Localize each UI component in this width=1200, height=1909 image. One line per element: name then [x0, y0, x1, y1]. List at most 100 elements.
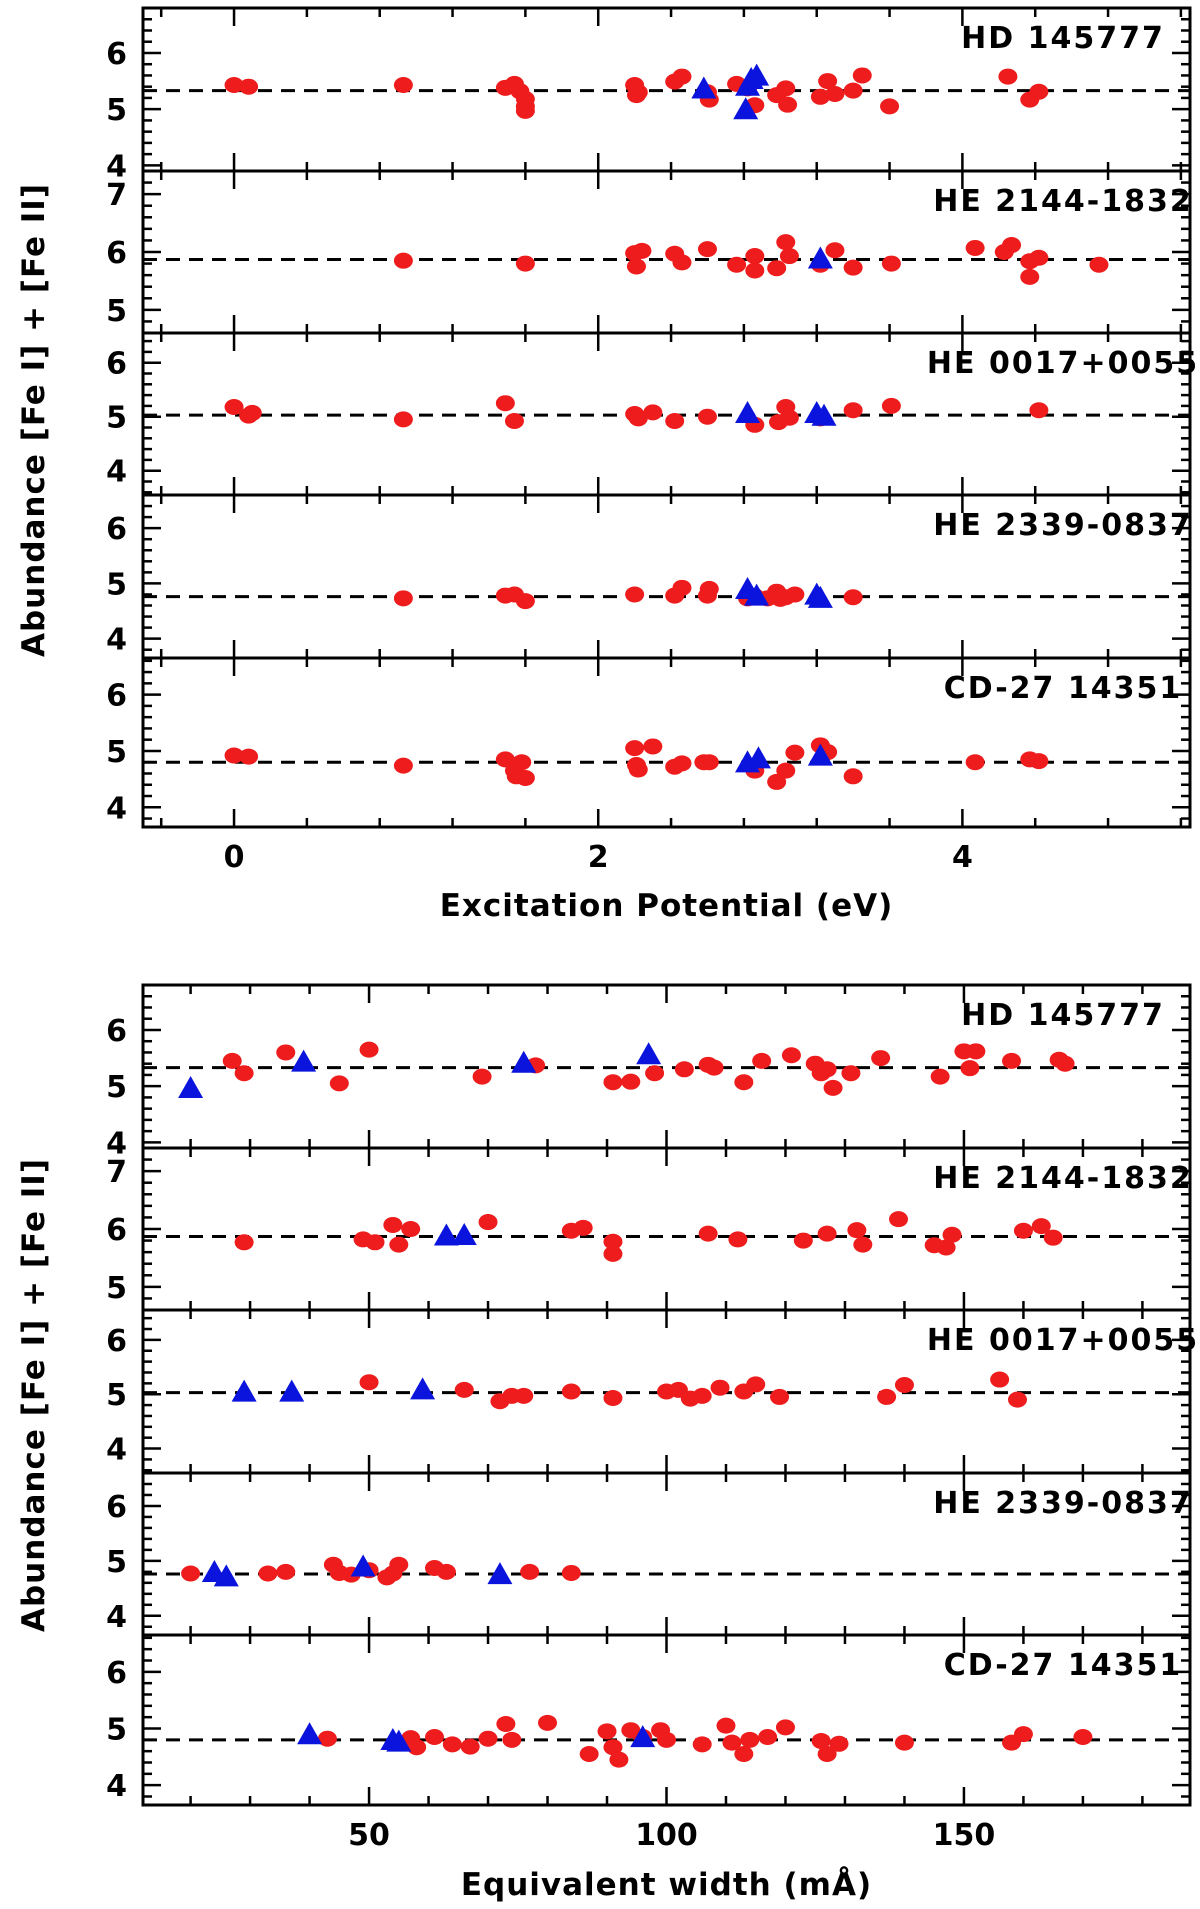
fe1-point — [258, 1565, 278, 1582]
fe1-point — [621, 1073, 641, 1090]
fe1-point — [699, 754, 719, 771]
fe1-point — [1073, 1729, 1093, 1745]
fe2-point — [487, 1562, 513, 1585]
fe1-point — [734, 1074, 754, 1091]
x-axis-label: Excitation Potential (eV) — [440, 888, 894, 924]
fe1-point — [894, 1376, 914, 1393]
fe2-point — [807, 246, 833, 269]
fe1-point — [520, 1563, 540, 1580]
fe1-point — [699, 580, 719, 597]
fe1-point — [843, 589, 863, 606]
x-tick-label: 50 — [348, 1818, 390, 1853]
fe1-point — [181, 1565, 201, 1582]
fe1-point — [722, 1734, 742, 1751]
fe1-point — [745, 248, 765, 265]
fe1-point — [728, 1231, 748, 1248]
y-tick-label: 4 — [106, 1600, 127, 1635]
fe1-point — [1031, 1218, 1051, 1235]
fe1-point — [496, 1715, 516, 1732]
fe1-point — [512, 754, 532, 771]
panel-cd-27-14351: 4 5 6 CD-27 14351 — [106, 656, 1192, 829]
fe1-point — [442, 1736, 462, 1753]
fe1-point — [1002, 1052, 1022, 1069]
fe1-point — [770, 1388, 790, 1405]
fe1-point — [752, 1052, 772, 1069]
fe1-point — [224, 747, 244, 764]
y-tick-label: 6 — [106, 1490, 127, 1525]
fe1-point — [1029, 402, 1049, 419]
y-tick-label: 5 — [106, 1070, 127, 1105]
fe1-point — [965, 239, 985, 256]
fe1-point — [1002, 237, 1022, 254]
y-tick-label: 6 — [106, 1324, 127, 1359]
fe1-point — [514, 1387, 534, 1404]
fe1-point — [504, 413, 524, 430]
panel-he-2144-1832: 5 6 7 HE 2144-1832 — [106, 1146, 1193, 1312]
fe1-point — [881, 255, 901, 272]
fe1-point — [758, 1729, 778, 1745]
panel-cd-27-14351: 4 5 6 CD-27 14351 — [106, 1633, 1192, 1807]
fe1-point — [1029, 249, 1049, 266]
star-name-label: HE 2144-1832 — [933, 1161, 1193, 1196]
fe2-point — [511, 1050, 537, 1073]
panel-he-2144-1832: 5 6 7 HE 2144-1832 — [106, 169, 1192, 335]
y-tick-label: 4 — [106, 791, 127, 826]
fe1-point — [785, 744, 805, 761]
fe1-point — [781, 1047, 801, 1064]
fe1-point — [515, 255, 535, 272]
fe1-point — [697, 408, 717, 425]
panel-he-2339-0837: 4 5 6 HE 2339-0837 — [106, 493, 1192, 660]
fe1-point — [767, 260, 787, 277]
fe2-point — [350, 1554, 376, 1577]
x-tick-label: 0 — [224, 840, 245, 875]
y-tick-label: 6 — [106, 236, 127, 271]
fe1-point — [692, 1387, 712, 1404]
fe1-point — [779, 409, 799, 426]
fe1-point — [779, 248, 799, 265]
fe1-point — [810, 88, 830, 105]
y-tick-label: 5 — [106, 1271, 127, 1306]
fe2-point — [291, 1049, 317, 1072]
panel-hd-145777: 4 5 6 HD 145777 — [106, 6, 1192, 184]
x-tick-label: 100 — [635, 1818, 698, 1853]
fe1-point — [843, 259, 863, 276]
y-tick-label: 6 — [106, 1656, 127, 1691]
fe1-point — [628, 410, 648, 427]
fe1-point — [852, 67, 872, 84]
fe1-point — [643, 404, 663, 421]
fe2-point — [745, 746, 771, 769]
fe1-point — [657, 1731, 676, 1748]
y-tick-label: 6 — [106, 347, 127, 382]
panel-frame — [141, 1633, 1192, 1807]
fe1-point — [746, 1376, 766, 1393]
fe1-point — [609, 1751, 629, 1768]
fe2-point — [733, 97, 759, 120]
fe1-point — [628, 84, 648, 101]
fe1-point — [603, 1074, 623, 1091]
fe1-point — [393, 757, 413, 774]
y-tick-label: 5 — [106, 1713, 127, 1748]
fe1-point — [998, 68, 1018, 85]
fe2-point — [735, 401, 761, 423]
fe1-point — [776, 234, 796, 251]
fe1-point — [871, 1050, 891, 1067]
fe1-point — [942, 1226, 962, 1243]
fe1-point — [825, 85, 845, 102]
fe2-point — [636, 1042, 662, 1065]
panel-he-2339-0837: 4 5 6 HE 2339-0837 — [106, 1471, 1192, 1637]
fe1-point — [603, 1233, 623, 1250]
fe1-point — [407, 1739, 427, 1756]
y-tick-label: 6 — [106, 1213, 127, 1248]
fe1-point — [853, 1236, 873, 1253]
fe1-point — [625, 740, 645, 757]
fe1-point — [393, 77, 413, 94]
y-tick-label: 5 — [106, 294, 127, 329]
star-name-label: CD-27 14351 — [944, 671, 1183, 706]
fe1-point — [224, 398, 244, 415]
y-tick-label: 6 — [106, 679, 127, 714]
fe1-point — [818, 73, 838, 90]
fe1-point — [692, 1736, 712, 1753]
y-tick-label: 5 — [106, 1378, 127, 1413]
y-tick-label: 6 — [106, 512, 127, 547]
